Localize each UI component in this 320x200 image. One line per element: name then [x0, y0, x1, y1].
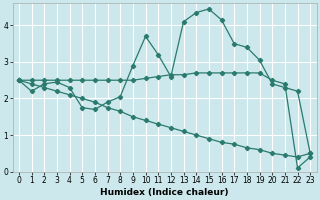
- X-axis label: Humidex (Indice chaleur): Humidex (Indice chaleur): [100, 188, 229, 197]
